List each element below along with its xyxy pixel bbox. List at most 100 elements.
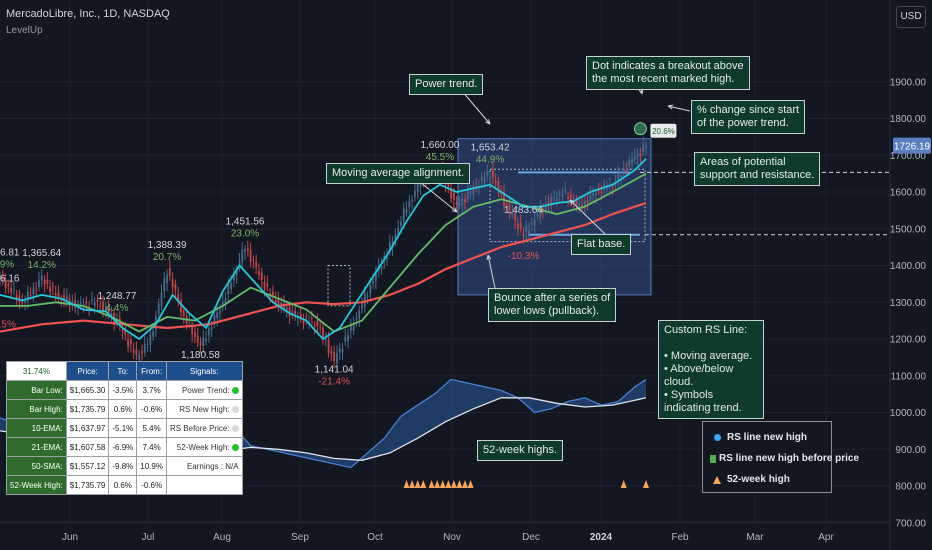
week52-high-marker [462, 480, 469, 488]
time-tick-label: 2024 [590, 532, 613, 543]
candle-body [497, 181, 500, 190]
candle-body [338, 348, 341, 353]
week52-high-marker [403, 480, 410, 488]
candle-body [7, 283, 10, 286]
candle-body [82, 306, 85, 309]
candle-body [166, 274, 168, 284]
candle-body [313, 325, 316, 327]
point-label: 1,451.56 [226, 217, 265, 228]
candle-body [639, 153, 642, 156]
candle-body [285, 307, 288, 311]
candle-body [452, 193, 455, 201]
point-label: 10.9% [0, 260, 14, 271]
base-dashed-box [489, 168, 646, 243]
candle-body [394, 234, 397, 240]
candle-body [252, 259, 255, 261]
power-trend-box [457, 138, 652, 296]
candle-body [358, 310, 361, 320]
candle-body [489, 176, 491, 178]
candle-body [316, 320, 319, 327]
candle-body [402, 208, 405, 221]
currency-button[interactable]: USD [896, 6, 926, 28]
candle-body [344, 336, 347, 342]
candle-body [550, 196, 553, 206]
candle-body [400, 221, 402, 227]
candle-body [419, 184, 422, 188]
candle-body [241, 249, 244, 262]
candle-body [244, 248, 246, 253]
candle-body [319, 327, 322, 329]
stats-cell-label: 50-SMA: [6, 456, 67, 476]
candle-body [636, 153, 639, 158]
candle-body [514, 213, 517, 222]
candle-body [625, 169, 628, 171]
candle-body [620, 175, 622, 177]
candle-body [202, 336, 205, 346]
candle-body [0, 275, 1, 278]
candle-body [336, 353, 338, 364]
candle-body [397, 227, 400, 235]
annotation-pct-change: % change since start of the power trend. [691, 100, 806, 134]
candle-body [274, 299, 277, 303]
stats-cell-label: 21-EMA: [6, 437, 67, 457]
price-tick-label: 1700.00 [890, 151, 927, 162]
signal-off-icon [231, 405, 239, 413]
point-label: 1,365.64 [22, 248, 61, 259]
stats-cell-from: 5.4% [136, 418, 167, 438]
stats-cell-from: 3.7% [136, 380, 167, 400]
candle-body [405, 209, 408, 213]
candle-body [617, 173, 620, 182]
stats-cell-price: $1,557.12 [65, 456, 110, 476]
stats-header-row: 31.74% Price: To: From: Signals: [6, 361, 243, 381]
candle-body [542, 207, 544, 211]
candle-body [581, 204, 583, 208]
stats-cell-price: $1,735.79 [65, 399, 110, 419]
time-tick-label: Sep [291, 532, 309, 543]
price-tick-label: 1500.00 [890, 224, 927, 235]
week52-high-marker [450, 480, 457, 488]
stats-header-to: To: [108, 361, 138, 381]
candle-body [132, 349, 135, 353]
point-label: -10.3% [508, 251, 540, 262]
candle-body [227, 283, 230, 295]
candle-body [141, 351, 143, 354]
stats-cell-signal: Power Trend: [165, 380, 243, 400]
candle-body [40, 275, 43, 281]
candle-body [260, 272, 263, 281]
candle-body [13, 289, 15, 291]
candle-body [517, 223, 519, 229]
candle-body [539, 207, 542, 218]
candle-body [258, 270, 260, 276]
candle-body [135, 349, 138, 356]
annotation-rs-line: Custom RS Line: • Moving average. • Abov… [658, 320, 764, 419]
ma-line-2 [0, 172, 647, 333]
last-price-badge [893, 137, 931, 154]
candle-body [291, 311, 294, 315]
price-tick-label: 1600.00 [890, 188, 927, 199]
stats-cell-from: -0.6% [136, 399, 167, 419]
point-label: 14.2% [28, 260, 56, 271]
stats-table: 31.74% Price: To: From: Signals: Bar Low… [6, 361, 243, 495]
candle-body [102, 302, 104, 311]
candle-body [305, 316, 308, 318]
candle-body [177, 294, 180, 302]
candle-body [15, 294, 18, 299]
point-label: 1,653.42 [471, 142, 510, 153]
candle-body [547, 201, 550, 205]
stats-row: 10-EMA: $1,637.97 -5.1% 5.4% RS Before Price… [6, 418, 243, 438]
candle-body [219, 309, 221, 314]
candle-body [375, 270, 377, 281]
candle-body [143, 343, 146, 353]
stats-cell-signal: Earnings : N/A [165, 456, 243, 476]
legend-item-rs-new-high: RS line new high [710, 427, 824, 448]
candle-body [361, 305, 363, 309]
candle-body [210, 327, 213, 330]
point-label: 1,141.04 [315, 365, 354, 376]
candle-body [586, 200, 589, 204]
indicator-name[interactable]: LevelUp [6, 25, 43, 36]
candle-body [294, 310, 297, 315]
candle-body [35, 287, 38, 289]
price-tick-label: 1100.00 [891, 371, 927, 382]
candle-body [10, 287, 13, 293]
point-label: 4.4% [106, 303, 129, 314]
